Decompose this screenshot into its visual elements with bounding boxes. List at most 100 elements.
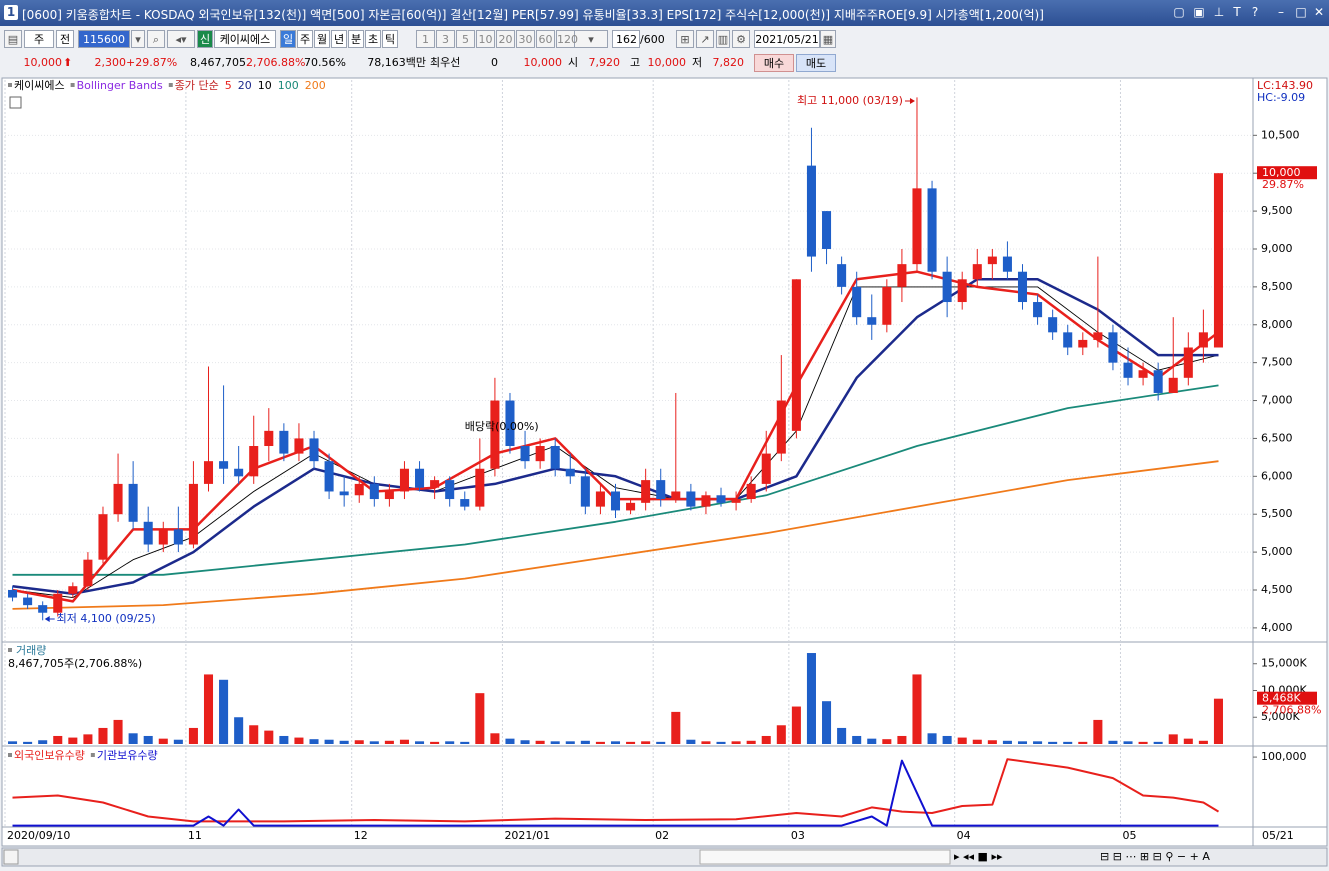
candle-body: [490, 400, 500, 469]
interval-button[interactable]: 60: [536, 30, 555, 48]
period-button[interactable]: 틱: [382, 30, 398, 48]
volume-bar: [83, 734, 93, 744]
candle-body: [897, 264, 907, 287]
legend-icon: [8, 753, 12, 757]
candle-body: [595, 491, 605, 507]
annotation-arrowhead: [44, 616, 50, 622]
settings-button[interactable]: ⚙: [732, 30, 750, 48]
candle-body: [1198, 332, 1208, 348]
candle-body: [339, 491, 349, 496]
volume-bar: [595, 741, 605, 744]
search-button[interactable]: ⌕: [147, 30, 165, 48]
candle-body: [882, 286, 892, 325]
minimize[interactable]: –: [1278, 5, 1284, 19]
icon-split[interactable]: ▣: [1193, 5, 1205, 19]
window-control[interactable]: ?: [1251, 5, 1259, 19]
zoom-controls[interactable]: ⊟ ⊟ ⋯ ⊞ ⊟ ⚲ − + A: [1100, 850, 1210, 863]
last-rate-label: 29.87%: [1262, 178, 1304, 191]
sound-button[interactable]: ◂▾: [167, 30, 195, 48]
period-button[interactable]: 주: [297, 30, 313, 48]
candle-body: [128, 483, 138, 522]
icon-restore[interactable]: ▢: [1173, 5, 1185, 19]
tool-button[interactable]: ↗: [696, 30, 714, 48]
period-button[interactable]: 초: [365, 30, 381, 48]
volume-bar: [610, 741, 621, 744]
legend-item: 100: [278, 79, 299, 92]
volume-bar: [279, 735, 289, 744]
toolbar: ▤ 주 전 115600 ▾ ⌕ ◂▾ 신 케이씨에스 ▾ 162 /600 ⊞…: [0, 30, 1329, 52]
window-badge: 1: [4, 5, 18, 20]
candle-body: [1078, 339, 1088, 348]
scrollbar[interactable]: [1, 847, 1328, 867]
volume-bar: [520, 740, 530, 744]
interval-button[interactable]: 10: [476, 30, 495, 48]
volume-bar: [1183, 738, 1193, 744]
x-tick-label: 2021/01: [504, 829, 550, 842]
interval-button[interactable]: 1: [416, 30, 435, 48]
volume-bar: [942, 735, 952, 744]
x-tick-label: 02: [655, 829, 669, 842]
count-input[interactable]: 162: [612, 30, 640, 48]
candle-body: [294, 438, 304, 454]
date-input[interactable]: 2021/05/21: [754, 30, 820, 48]
interval-input[interactable]: ▾: [574, 30, 608, 48]
tool-button[interactable]: ▥: [716, 30, 730, 48]
volume-bar: [113, 719, 123, 744]
interval-button[interactable]: 3: [436, 30, 455, 48]
candle-body: [776, 400, 786, 454]
candle-body: [626, 502, 636, 511]
window-control[interactable]: T: [1233, 5, 1241, 19]
change-rate: +29.87%: [126, 56, 178, 69]
y-tick-label: 4,000: [1261, 621, 1293, 634]
amount: 78,163백만: [367, 56, 426, 69]
candle-body: [430, 480, 440, 488]
best-price: 10,000: [523, 56, 563, 69]
legend-item: Bollinger Bands: [77, 79, 163, 92]
menu-button[interactable]: ▤: [4, 30, 22, 48]
annotation: 배당락(0.00%): [465, 420, 539, 433]
volume-bar: [1213, 698, 1223, 744]
best: 0: [491, 56, 498, 69]
buy-button[interactable]: 매수: [754, 54, 794, 72]
stock-code[interactable]: 115600: [78, 30, 130, 48]
volume-bar: [369, 741, 379, 744]
holding-line: [12, 758, 1220, 823]
calendar-button[interactable]: ▦: [820, 30, 836, 48]
interval-button[interactable]: 20: [496, 30, 515, 48]
annotation: 최고 11,000 (03/19): [797, 94, 903, 107]
period-button[interactable]: 일: [280, 30, 296, 48]
panel-icon[interactable]: [9, 96, 22, 109]
scroll-thumb[interactable]: [699, 849, 951, 865]
icon-pin[interactable]: ⊥: [1213, 5, 1225, 19]
interval-button[interactable]: 5: [456, 30, 475, 48]
candle-body: [8, 589, 18, 598]
interval-button[interactable]: 30: [516, 30, 535, 48]
tool-button[interactable]: ⊞: [676, 30, 694, 48]
market-select[interactable]: 주: [24, 30, 54, 48]
close[interactable]: ✕: [1313, 5, 1325, 19]
scroll-controls[interactable]: ▸ ◂◂ ■ ▸▸: [954, 850, 1003, 863]
candle-body: [460, 499, 470, 507]
sell-button[interactable]: 매도: [796, 54, 836, 72]
volume-bar: [143, 735, 153, 744]
candle-body: [1183, 347, 1193, 378]
volume-bar: [430, 741, 440, 744]
title-bar: 1 [0600] 키움종합차트 - KOSDAQ 외국인보유[132(천)] 액…: [0, 0, 1329, 26]
candle-body: [987, 256, 997, 265]
low: 7,820: [712, 56, 745, 69]
prev-button[interactable]: 전: [56, 30, 74, 48]
maximize[interactable]: □: [1295, 5, 1307, 19]
period-button[interactable]: 년: [331, 30, 347, 48]
volume-bar: [686, 739, 696, 744]
volume-bar: [1002, 740, 1012, 744]
code-dropdown[interactable]: ▾: [131, 30, 145, 48]
interval-button[interactable]: 120: [556, 30, 578, 48]
y-tick-label: 6,000: [1261, 469, 1293, 482]
period-button[interactable]: 월: [314, 30, 330, 48]
scroll-left[interactable]: [3, 849, 19, 865]
volume-bar: [716, 741, 726, 744]
volume-bar: [249, 725, 259, 744]
volume: 8,467,705: [190, 56, 246, 69]
period-button[interactable]: 분: [348, 30, 364, 48]
candle-body: [143, 521, 153, 545]
